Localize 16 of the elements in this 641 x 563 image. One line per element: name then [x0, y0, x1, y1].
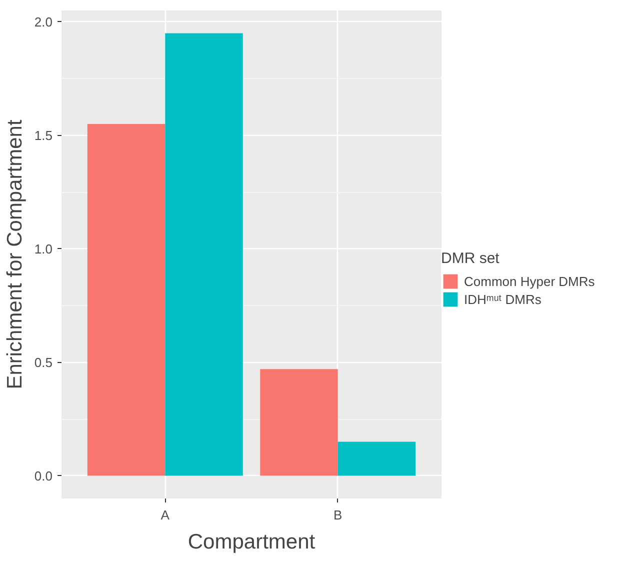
y-tick-label: 2.0 [34, 14, 53, 30]
x-tick-label: B [334, 508, 342, 522]
y-tick-label: 0.0 [34, 468, 53, 484]
y-tick-label: 0.5 [34, 354, 53, 370]
bar [87, 124, 166, 476]
y-axis-title: Enrichment for Compartment [3, 120, 26, 390]
bar [260, 369, 338, 476]
y-tick-label: 1.0 [34, 241, 53, 256]
legend-label: IDHᵐᵘᵗ DMRs [464, 290, 542, 308]
legend-label: Common Hyper DMRs [464, 272, 595, 290]
x-tick-label: A [160, 508, 170, 522]
y-tick-label: 1.5 [34, 128, 53, 143]
bar [338, 442, 416, 476]
x-axis-title: Compartment [188, 530, 316, 554]
bar [165, 33, 243, 476]
legend-title: DMR set [441, 250, 500, 267]
